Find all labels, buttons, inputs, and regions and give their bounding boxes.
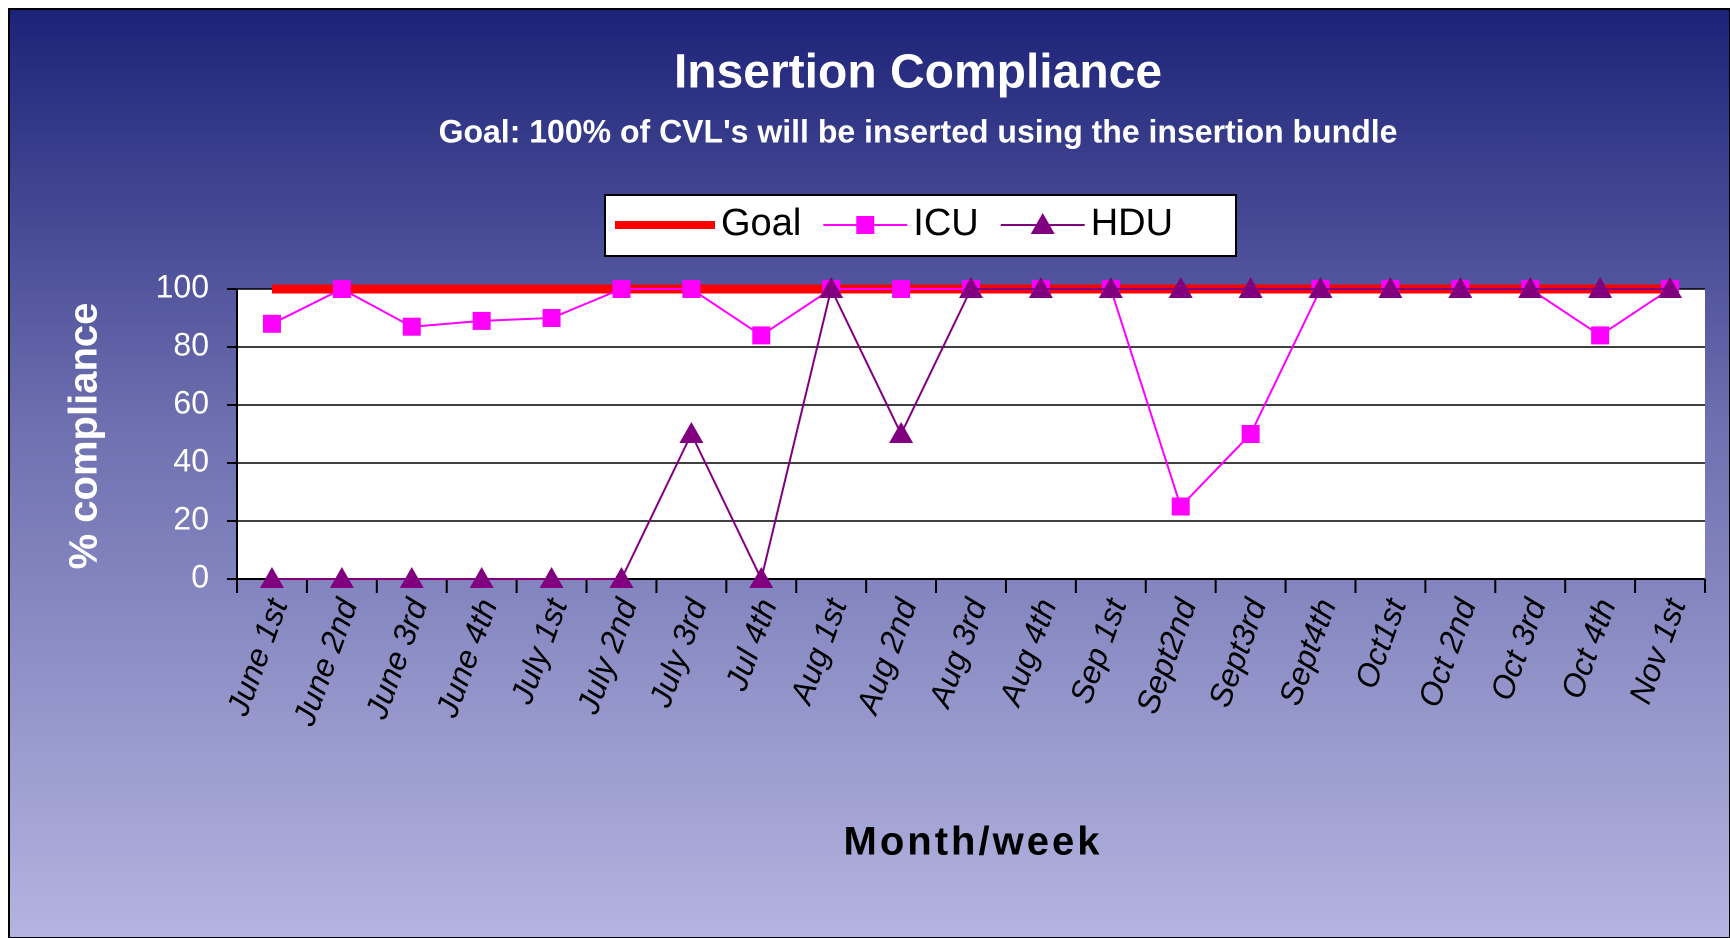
data-point (539, 567, 564, 588)
data-point (332, 280, 351, 298)
data-point (679, 422, 704, 443)
data-point (469, 567, 494, 588)
data-point (1238, 277, 1263, 298)
data-point (1448, 277, 1473, 298)
data-point (1591, 326, 1610, 345)
data-point (1028, 277, 1053, 298)
data-point (682, 280, 701, 298)
data-point (1241, 425, 1260, 443)
data-point (892, 280, 911, 298)
legend-label: HDU (1091, 202, 1173, 244)
data-point (752, 326, 771, 345)
data-point (399, 567, 424, 588)
y-tick-label: 40 (173, 442, 209, 478)
data-point (609, 567, 634, 588)
data-point (1518, 277, 1543, 298)
data-point (959, 277, 983, 298)
plot-area (237, 289, 1705, 579)
data-point (472, 311, 491, 330)
y-axis-title: % compliance (62, 303, 106, 570)
data-point (1168, 277, 1193, 298)
y-tick-label: 20 (173, 500, 209, 536)
y-tick-label: 80 (173, 326, 209, 362)
y-tick-label: 60 (173, 384, 209, 420)
data-point (329, 567, 354, 588)
y-tick-label: 0 (191, 558, 209, 594)
data-point (612, 280, 631, 298)
data-point (1658, 277, 1683, 298)
chart-subtitle: Goal: 100% of CVL's will be inserted usi… (439, 113, 1398, 149)
data-point (1308, 277, 1333, 298)
data-point (1378, 277, 1403, 298)
data-point (542, 309, 561, 327)
data-point (749, 567, 774, 588)
data-point (259, 567, 284, 588)
data-point (889, 422, 914, 443)
x-axis-title: Month/week (844, 820, 1103, 864)
data-point (1588, 277, 1613, 298)
data-point (262, 314, 281, 333)
data-point (819, 277, 844, 298)
legend-marker (1030, 213, 1055, 234)
data-point (1098, 277, 1123, 298)
legend-marker (856, 216, 875, 234)
legend-label: ICU (913, 202, 978, 244)
y-tick-label: 100 (156, 268, 209, 304)
chart-title: Insertion Compliance (674, 46, 1162, 99)
legend-label: Goal (721, 202, 801, 244)
data-point (402, 317, 421, 336)
data-point (1171, 497, 1190, 516)
